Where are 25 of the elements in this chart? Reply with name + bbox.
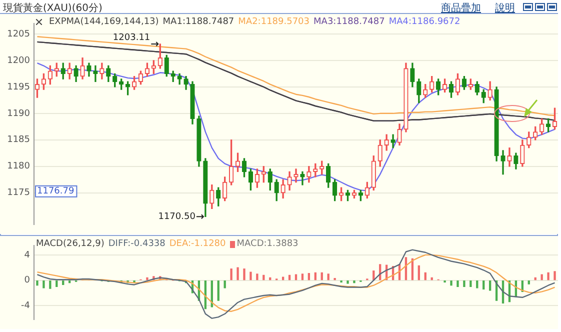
text: DEA:-1.1280 — [169, 239, 226, 249]
text: DIFF:-0.4338 — [108, 239, 166, 249]
text: MA4:1186.9672 — [388, 17, 460, 27]
text: MA2:1189.5703 — [238, 17, 310, 27]
text: 商品疊加 — [441, 2, 481, 15]
text: 說明 — [495, 2, 515, 15]
chart-title: MACD(26,12,9) — [36, 239, 104, 249]
annotation: 1203.11 — [112, 32, 150, 43]
text: MA1:1188.7487 — [162, 17, 234, 27]
y-tick-label: 1180 — [7, 162, 30, 172]
y-tick-label: 1200 — [7, 56, 30, 66]
annotation: 1170.50 — [158, 212, 196, 222]
y-tick-label: 1185 — [7, 135, 30, 146]
y-tick-label: 1195 — [7, 82, 30, 92]
text: MA3:1188.7487 — [314, 17, 385, 27]
chart-title: 現貨黃金(XAU)(60分) — [3, 2, 102, 15]
y-tick-label: 0 — [24, 276, 30, 286]
y-tick-label: -4 — [21, 300, 30, 311]
y-tick-label: 4 — [24, 250, 30, 260]
legend-label: MACD:1.3883 — [236, 239, 298, 249]
y-tick-label: 1205 — [7, 29, 30, 40]
chart-subtitle: EXPMA(144,169,144,13) — [49, 17, 159, 27]
y-tick-label: 1190 — [7, 108, 30, 119]
annotation: 1176.79 — [37, 186, 74, 197]
y-tick-label: 1175 — [7, 188, 30, 198]
